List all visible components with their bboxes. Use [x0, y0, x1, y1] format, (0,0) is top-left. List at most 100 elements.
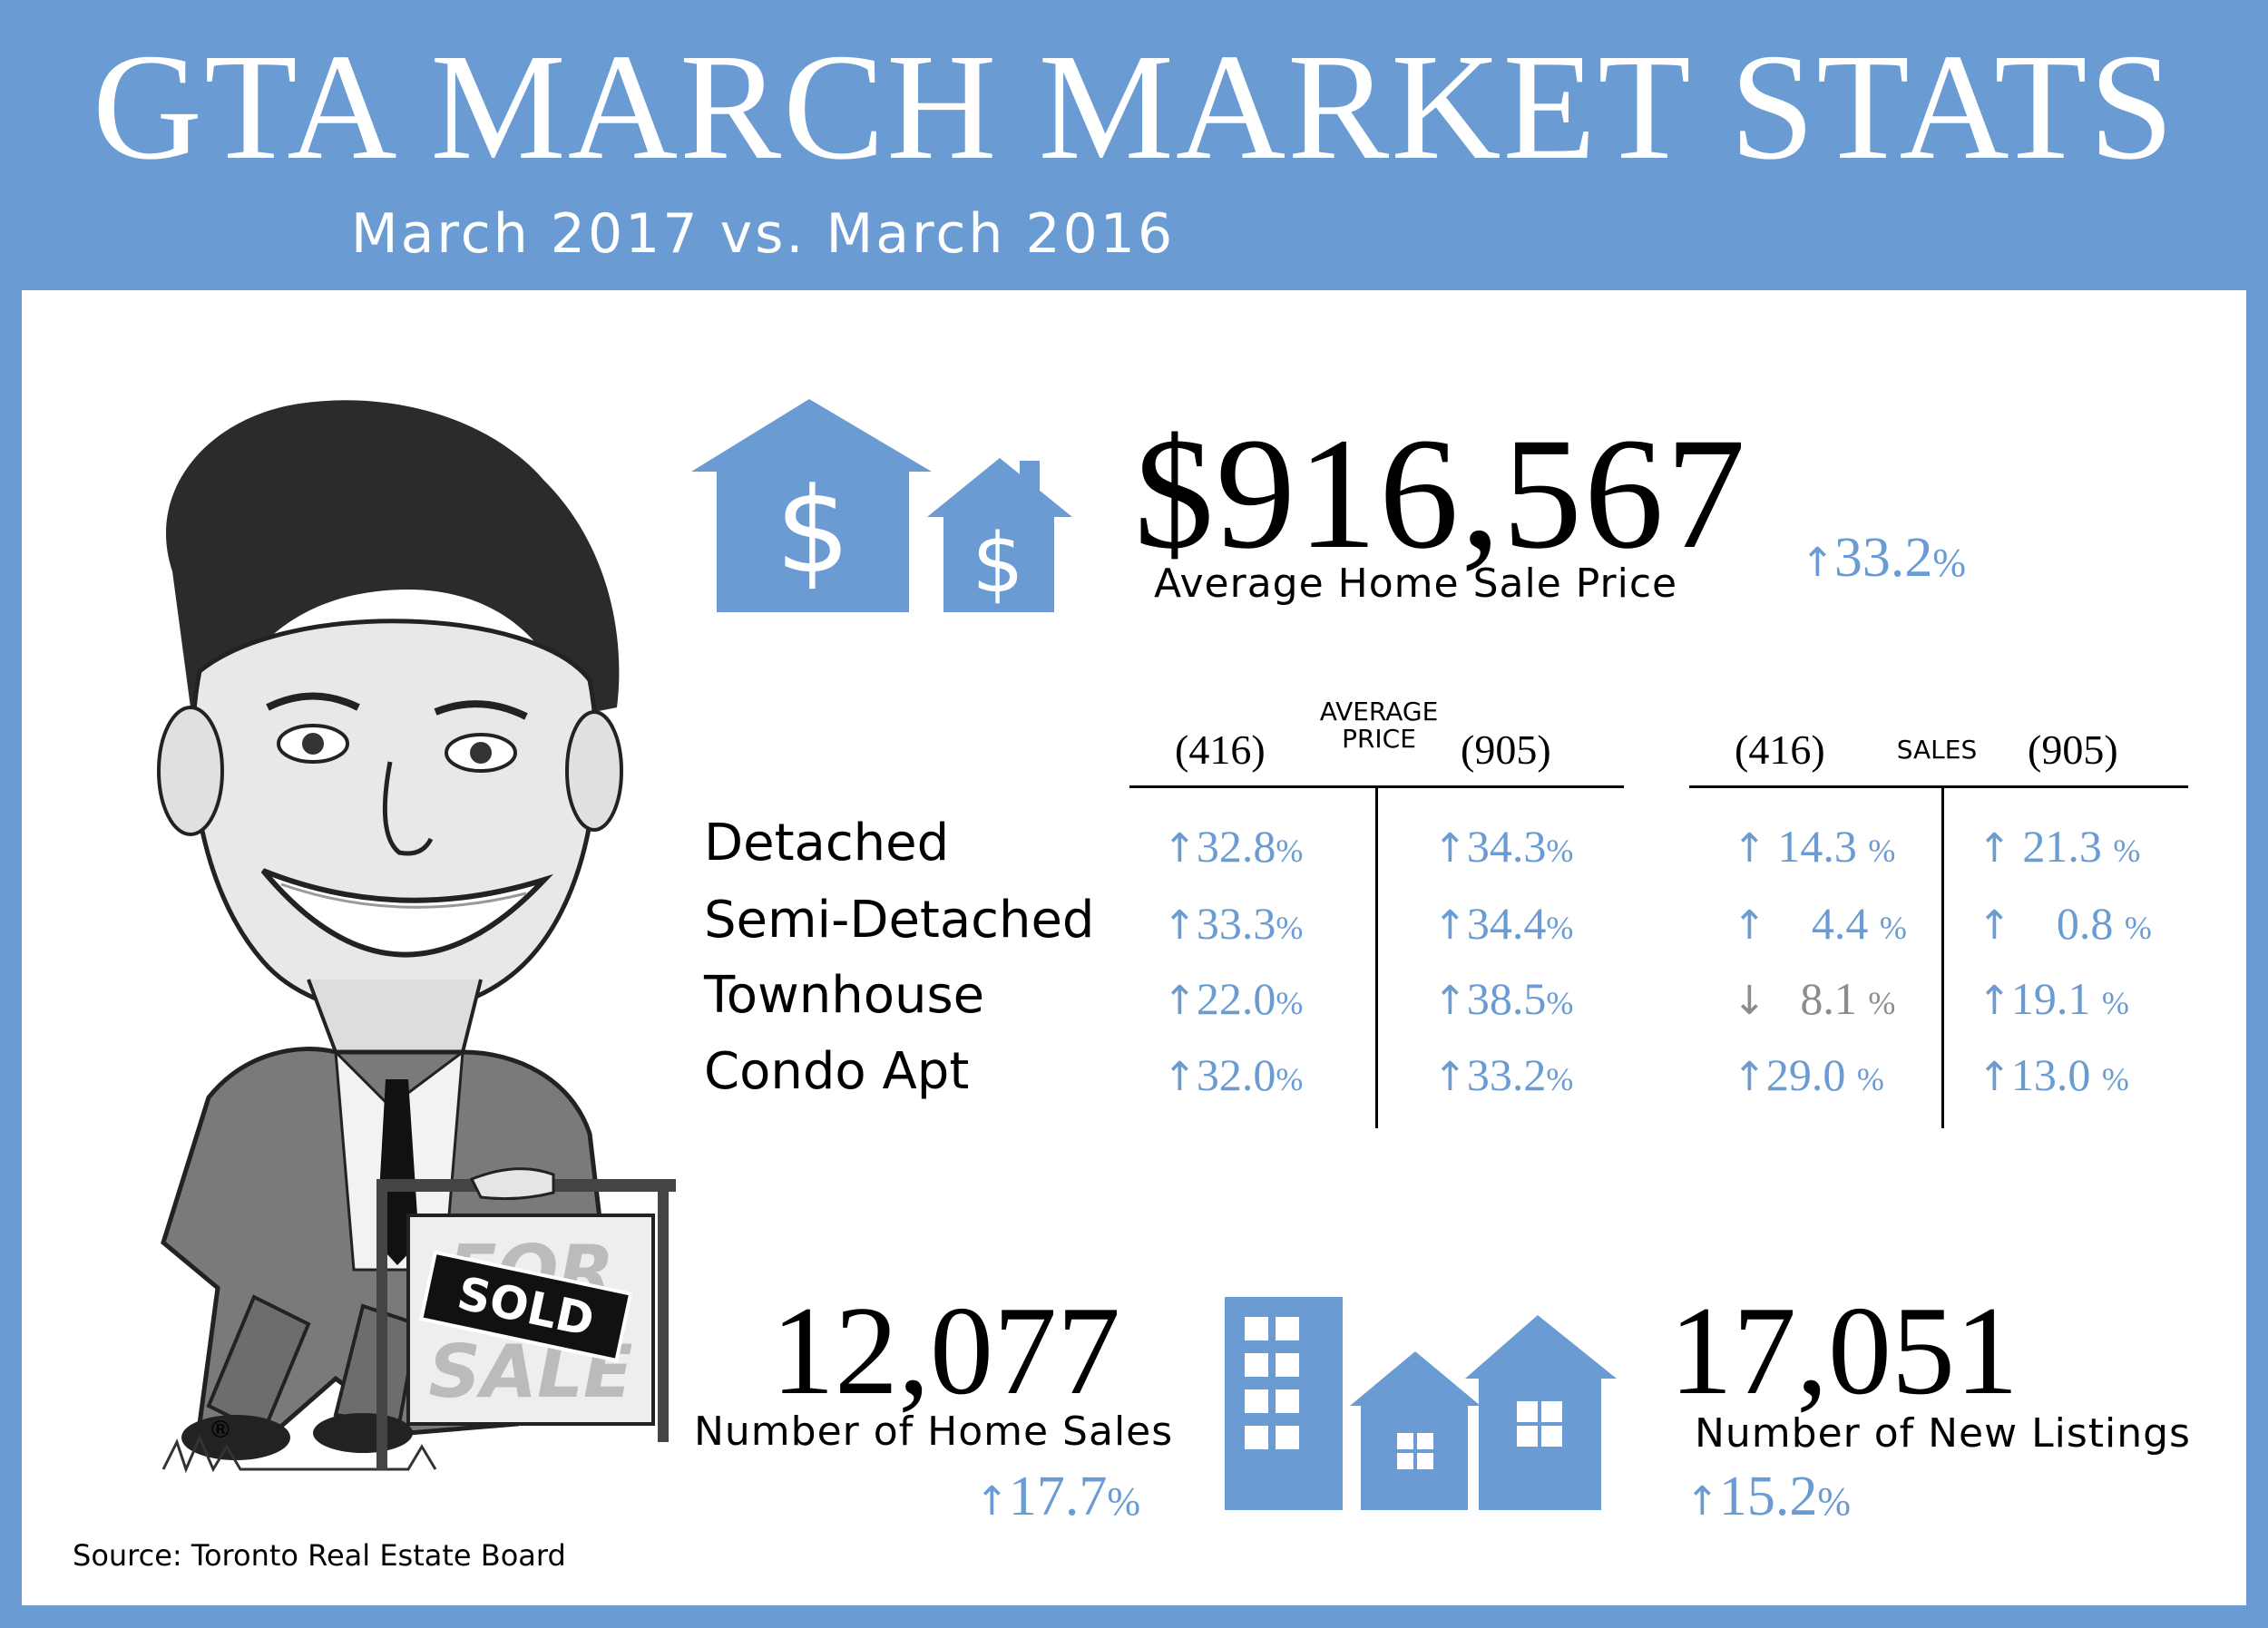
page-title: GTA MARCH MARKET STATS — [92, 23, 2176, 191]
table-cell-avg905: ↑34.4% — [1433, 897, 1573, 950]
average-price-label: Average Home Sale Price — [1154, 561, 1678, 607]
sales-header-416: (416) — [1735, 726, 1825, 773]
caricature-illustration: FOR SALE SOLD ® — [157, 400, 676, 1474]
up-arrow-icon: ↑ — [1163, 902, 1197, 949]
new-listings-label: Number of New Listings — [1695, 1410, 2191, 1457]
svg-text:$: $ — [776, 462, 851, 600]
percent-sign: % — [2113, 833, 2141, 869]
trademark-text: ® — [209, 1417, 232, 1444]
cell-value: 33.2 — [1466, 1049, 1547, 1100]
up-arrow-icon: ↑ — [975, 1478, 1009, 1525]
up-arrow-icon: ↑ — [1978, 1054, 2011, 1100]
cell-value: 32.0 — [1196, 1049, 1276, 1100]
table-cell-avg416: ↑22.0% — [1163, 972, 1303, 1025]
percent-sign: % — [1107, 1479, 1141, 1524]
up-arrow-icon: ↑ — [1433, 1054, 1467, 1100]
table-cell-avg416: ↑32.0% — [1163, 1048, 1303, 1101]
cell-value: 8.1 — [1765, 973, 1869, 1024]
cell-value: 22.0 — [1196, 973, 1276, 1024]
new-listings-change-value: 15.2 — [1718, 1466, 1818, 1527]
cell-value: 34.4 — [1466, 898, 1547, 949]
row-label: Detached — [704, 814, 950, 872]
up-arrow-icon: ↑ — [1686, 1478, 1719, 1525]
cell-value: 14.3 — [1765, 821, 1869, 872]
up-arrow-icon: ↑ — [1733, 902, 1766, 949]
table-cell-avg905: ↑38.5% — [1433, 972, 1573, 1025]
svg-text:$: $ — [972, 516, 1023, 611]
up-arrow-icon: ↑ — [1163, 978, 1197, 1024]
percent-sign: % — [1868, 833, 1896, 869]
percent-sign: % — [1817, 1479, 1852, 1524]
percent-sign: % — [1932, 541, 1967, 585]
percent-sign: % — [1879, 910, 1907, 946]
up-arrow-icon: ↑ — [1163, 1054, 1197, 1100]
cell-value: 21.3 — [2010, 821, 2114, 872]
percent-sign: % — [2101, 985, 2129, 1021]
percent-sign: % — [2124, 910, 2152, 946]
percent-sign: % — [1546, 985, 1574, 1021]
average-price-change: ↑33.2% — [1801, 526, 1966, 590]
house-dollar-icon: $ $ — [691, 399, 1072, 612]
cell-value: 34.3 — [1466, 821, 1547, 872]
table-cell-sales416: ↑29.0 % — [1733, 1048, 1884, 1101]
table-cell-sales905: ↑ 21.3 % — [1978, 820, 2140, 872]
row-label: Condo Apt — [704, 1042, 970, 1101]
page-subtitle: March 2017 vs. March 2016 — [350, 202, 1176, 266]
up-arrow-icon: ↑ — [1978, 825, 2011, 872]
table-cell-avg905: ↑34.3% — [1433, 820, 1573, 872]
row-label: Townhouse — [704, 966, 985, 1025]
apartment-building-icon — [1225, 1297, 1617, 1510]
up-arrow-icon: ↑ — [1978, 902, 2011, 949]
avg-header-416: (416) — [1175, 726, 1266, 773]
down-arrow-icon: ↓ — [1733, 978, 1766, 1024]
sales-table-rule — [1689, 785, 2188, 788]
table-cell-avg416: ↑32.8% — [1163, 820, 1303, 872]
cell-value: 19.1 — [2010, 973, 2102, 1024]
cell-value: 0.8 — [2010, 898, 2125, 949]
source-note: Source: Toronto Real Estate Board — [73, 1538, 566, 1573]
home-sales-value: 12,077 — [771, 1281, 1120, 1421]
table-cell-sales905: ↑ 0.8 % — [1978, 897, 2152, 950]
percent-sign: % — [1868, 985, 1896, 1021]
up-arrow-icon: ↑ — [1433, 902, 1467, 949]
up-arrow-icon: ↑ — [1163, 825, 1197, 872]
new-listings-value: 17,051 — [1669, 1281, 2019, 1421]
table-cell-sales905: ↑13.0 % — [1978, 1048, 2129, 1101]
percent-sign: % — [1546, 910, 1574, 946]
up-arrow-icon: ↑ — [1733, 825, 1766, 872]
sales-table-divider — [1941, 785, 1944, 1128]
percent-sign: % — [1276, 1061, 1304, 1097]
home-sales-change-value: 17.7 — [1008, 1466, 1108, 1527]
table-cell-sales416: ↓ 8.1 % — [1733, 972, 1895, 1025]
avg-header-905: (905) — [1461, 726, 1551, 773]
percent-sign: % — [1276, 985, 1304, 1021]
table-cell-sales416: ↑ 14.3 % — [1733, 820, 1895, 872]
percent-sign: % — [1276, 910, 1304, 946]
up-arrow-icon: ↑ — [1433, 978, 1467, 1024]
avg-header-title: AVERAGE PRICE — [1319, 697, 1439, 754]
table-cell-avg905: ↑33.2% — [1433, 1048, 1573, 1101]
up-arrow-icon: ↑ — [1733, 1054, 1766, 1100]
cell-value: 33.3 — [1196, 898, 1276, 949]
percent-sign: % — [2101, 1061, 2129, 1097]
cell-value: 32.8 — [1196, 821, 1276, 872]
sales-header-905: (905) — [2028, 726, 2118, 773]
percent-sign: % — [1856, 1061, 1884, 1097]
table-cell-sales905: ↑19.1 % — [1978, 972, 2129, 1025]
new-listings-change: ↑15.2% — [1686, 1465, 1851, 1529]
cell-value: 4.4 — [1765, 898, 1880, 949]
table-cell-avg416: ↑33.3% — [1163, 897, 1303, 950]
up-arrow-icon: ↑ — [1801, 540, 1834, 586]
percent-sign: % — [1546, 1061, 1574, 1097]
percent-sign: % — [1546, 833, 1574, 869]
row-label: Semi-Detached — [704, 891, 1095, 950]
up-arrow-icon: ↑ — [1433, 825, 1467, 872]
cell-value: 38.5 — [1466, 973, 1547, 1024]
table-cell-sales416: ↑ 4.4 % — [1733, 897, 1907, 950]
average-price-value: $916,567 — [1134, 405, 1747, 582]
average-price-change-value: 33.2 — [1833, 527, 1933, 589]
home-sales-change: ↑17.7% — [975, 1465, 1140, 1529]
percent-sign: % — [1276, 833, 1304, 869]
cell-value: 29.0 — [1765, 1049, 1857, 1100]
cell-value: 13.0 — [2010, 1049, 2102, 1100]
